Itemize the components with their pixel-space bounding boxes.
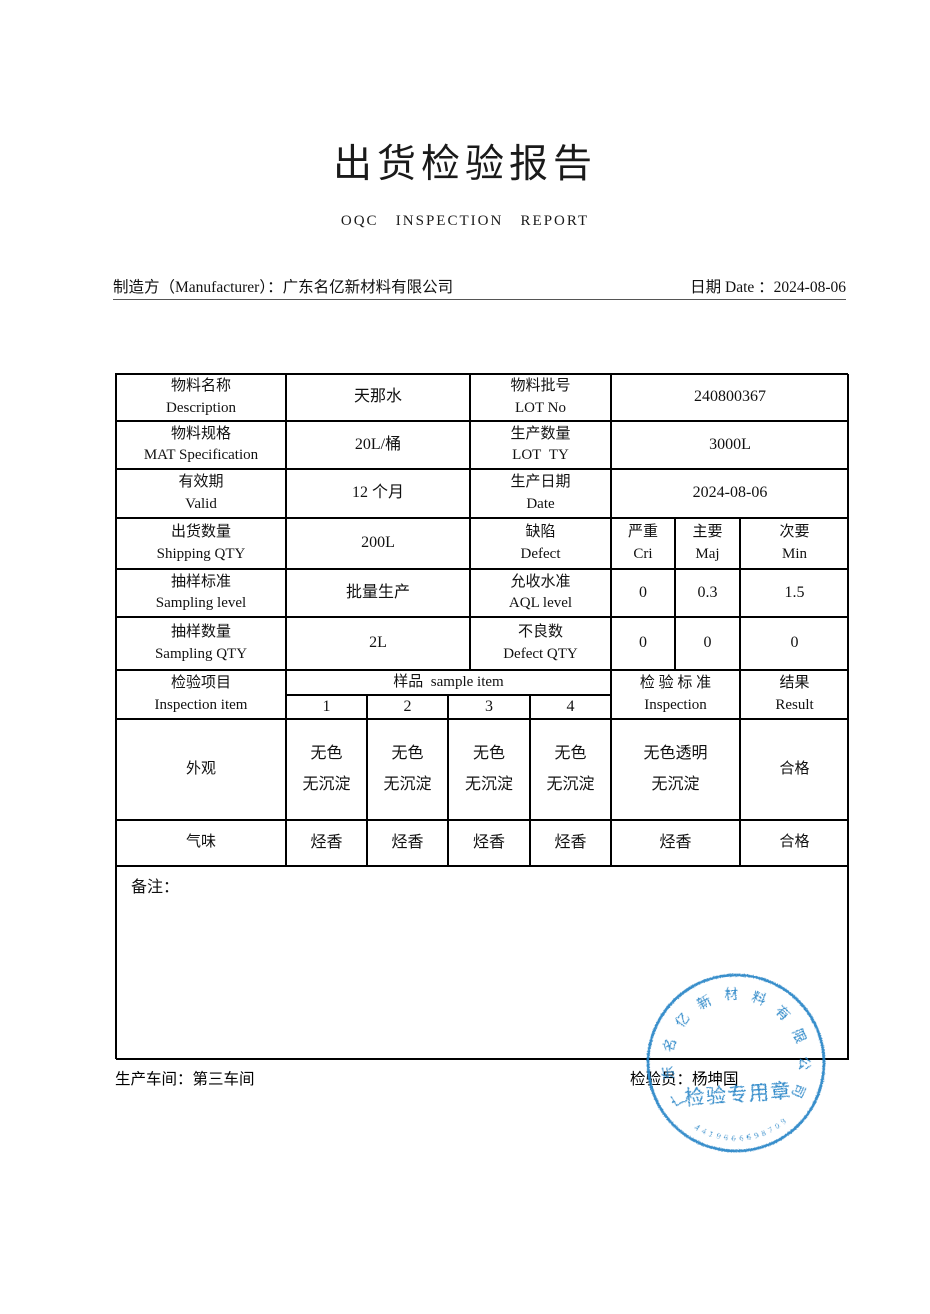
svg-text:8: 8: [760, 1128, 767, 1138]
svg-text:6: 6: [739, 1134, 744, 1143]
svg-text:亿: 亿: [673, 1010, 694, 1031]
svg-text:有: 有: [772, 1003, 793, 1024]
svg-text:9: 9: [753, 1131, 759, 1141]
svg-text:9: 9: [715, 1131, 721, 1141]
svg-text:料: 料: [749, 989, 768, 1009]
svg-text:名: 名: [661, 1036, 680, 1054]
svg-text:7: 7: [767, 1125, 775, 1135]
svg-text:检验专用章: 检验专用章: [684, 1079, 793, 1109]
svg-text:4: 4: [693, 1123, 701, 1133]
svg-text:0: 0: [773, 1121, 781, 1131]
svg-text:6: 6: [746, 1132, 751, 1142]
svg-text:1: 1: [708, 1129, 715, 1139]
svg-text:公: 公: [796, 1056, 811, 1070]
svg-text:4: 4: [700, 1126, 707, 1136]
svg-text:新: 新: [695, 993, 715, 1014]
svg-text:限: 限: [788, 1027, 808, 1046]
svg-text:6: 6: [731, 1134, 735, 1143]
svg-text:材: 材: [724, 987, 739, 1004]
svg-text:9: 9: [779, 1117, 788, 1127]
svg-text:6: 6: [723, 1133, 728, 1142]
svg-text:东: 东: [660, 1065, 678, 1081]
